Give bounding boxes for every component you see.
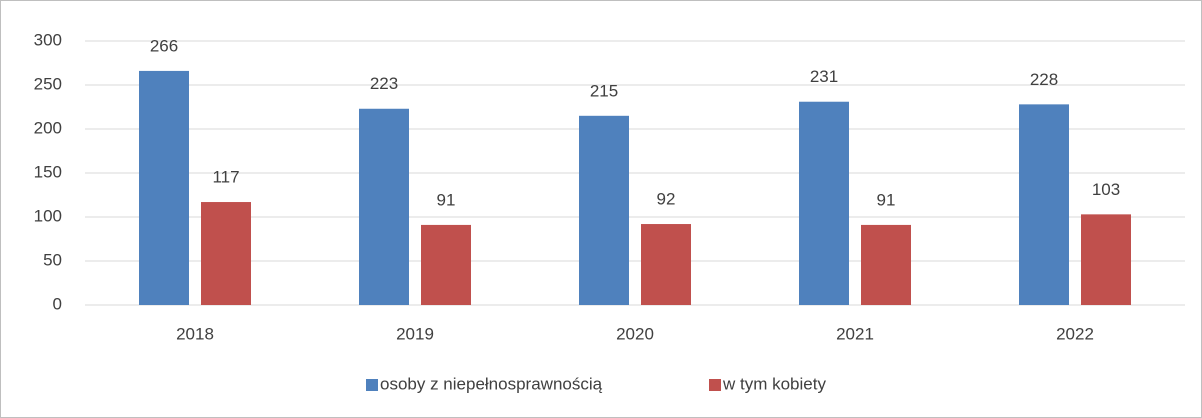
bar — [861, 224, 911, 305]
bar — [799, 101, 849, 305]
data-label: 223 — [370, 74, 398, 93]
data-label: 91 — [437, 190, 456, 209]
legend-swatch — [366, 379, 378, 391]
bar — [641, 224, 691, 305]
y-tick-label: 0 — [53, 294, 62, 313]
data-label: 231 — [810, 67, 838, 86]
data-label: 228 — [1030, 70, 1058, 89]
data-label: 91 — [877, 190, 896, 209]
y-tick-label: 100 — [34, 206, 62, 225]
legend-label: osoby z niepełnosprawnością — [380, 374, 603, 393]
bar — [359, 108, 409, 305]
bar — [421, 224, 471, 305]
x-tick-label: 2020 — [616, 324, 654, 343]
x-tick-label: 2021 — [836, 324, 874, 343]
y-tick-label: 150 — [34, 162, 62, 181]
y-tick-label: 200 — [34, 118, 62, 137]
bar — [1019, 104, 1069, 305]
data-label: 103 — [1092, 180, 1120, 199]
data-label: 215 — [590, 81, 618, 100]
legend-label: w tym kobiety — [722, 374, 826, 393]
data-label: 266 — [150, 36, 178, 55]
bar — [579, 115, 629, 305]
bar — [1081, 214, 1131, 305]
bar — [139, 70, 189, 305]
y-tick-label: 50 — [43, 250, 62, 269]
x-tick-label: 2022 — [1056, 324, 1094, 343]
data-label: 92 — [657, 190, 676, 209]
y-tick-label: 250 — [34, 74, 62, 93]
y-tick-label: 300 — [34, 30, 62, 49]
legend-swatch — [709, 379, 721, 391]
data-label: 117 — [212, 168, 239, 187]
x-tick-label: 2019 — [396, 324, 434, 343]
x-tick-label: 2018 — [176, 324, 214, 343]
bar — [201, 202, 251, 305]
